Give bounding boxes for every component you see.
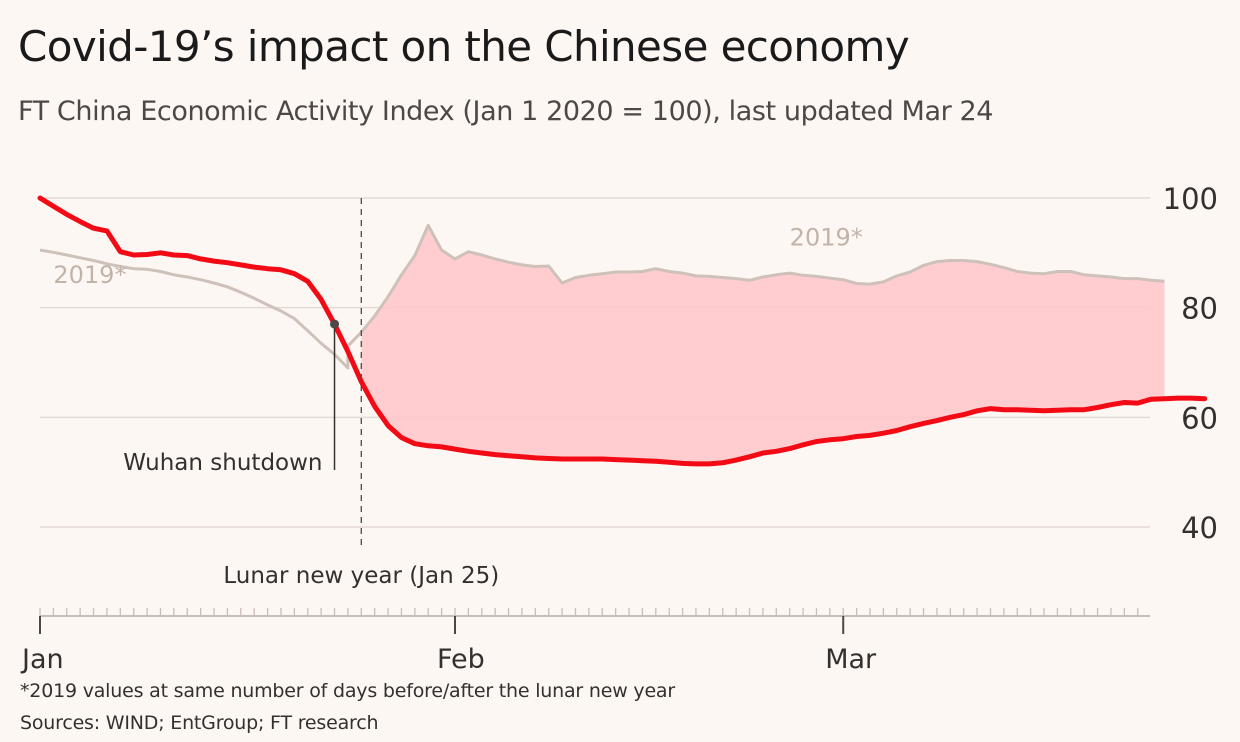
x-axis: Jan Feb Mar xyxy=(20,608,1150,675)
lunar-new-year-label: Lunar new year (Jan 25) xyxy=(223,563,499,589)
series-lines xyxy=(37,195,1208,467)
y-tick-label: 80 xyxy=(1181,292,1218,326)
series-2020-line xyxy=(37,195,1208,467)
y-tick-label: 40 xyxy=(1181,511,1218,545)
chart-subtitle: FT China Economic Activity Index (Jan 1 … xyxy=(18,96,994,127)
source-note: Sources: WIND; EntGroup; FT research xyxy=(20,712,379,734)
y-axis-tick-labels: 40 60 80 100 xyxy=(1163,182,1218,545)
x-month-label: Feb xyxy=(437,644,485,675)
annotations: Wuhan shutdown Lunar new year (Jan 25) xyxy=(123,198,499,589)
series-2019-label: 2019* xyxy=(790,224,863,252)
y-tick-label: 60 xyxy=(1181,401,1218,435)
series-labels: 2019* 2019* xyxy=(53,224,862,289)
series-2019-line xyxy=(39,223,1165,370)
series-2019-label: 2019* xyxy=(53,261,126,289)
x-month-label: Mar xyxy=(825,644,877,675)
wuhan-shutdown-marker xyxy=(330,319,340,329)
x-month-label: Jan xyxy=(20,644,64,675)
gap-area xyxy=(361,225,1165,464)
gap-fill-area xyxy=(361,225,1165,464)
footnote: *2019 values at same number of days befo… xyxy=(20,680,675,702)
wuhan-shutdown-label: Wuhan shutdown xyxy=(123,450,322,476)
y-tick-label: 100 xyxy=(1163,182,1218,216)
chart-title: Covid-19’s impact on the Chinese economy xyxy=(18,22,910,71)
